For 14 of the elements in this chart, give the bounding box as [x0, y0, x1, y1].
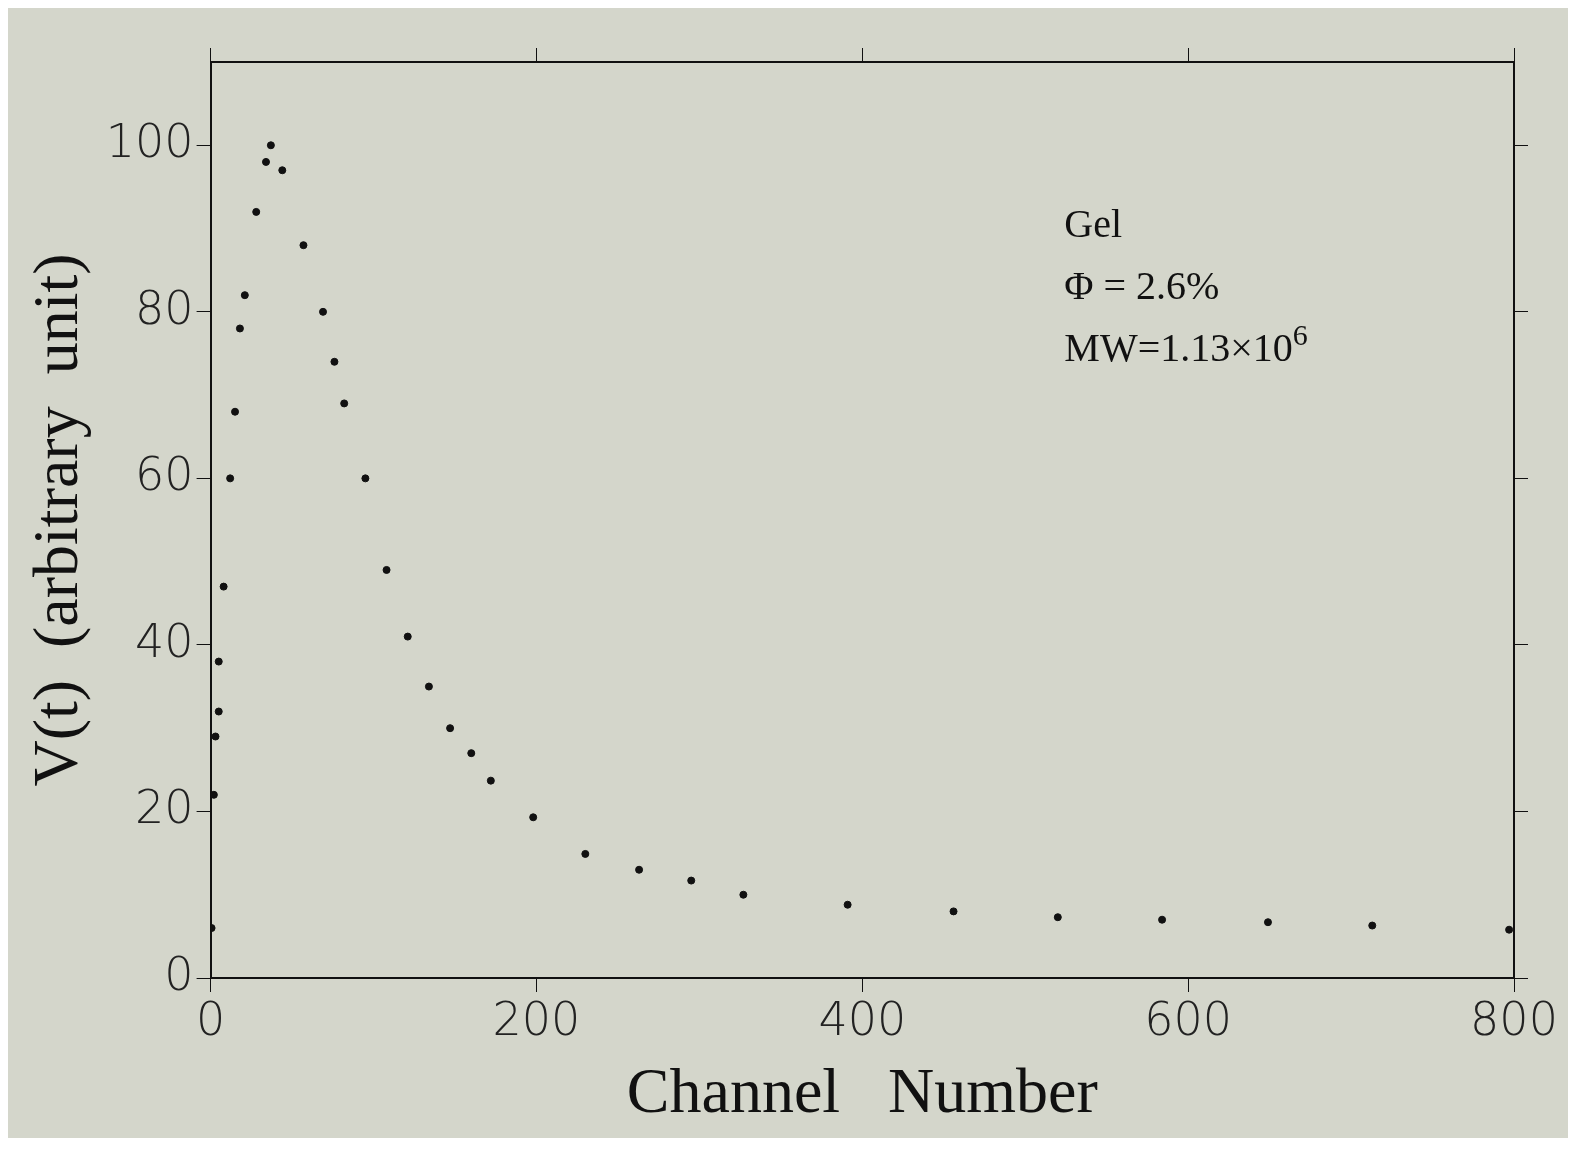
y-tick-label: 100 [105, 114, 194, 169]
x-tick-label: 600 [1144, 991, 1233, 1046]
x-tick-label: 800 [1470, 991, 1558, 1046]
x-tick-label: 400 [818, 991, 907, 1046]
annotation: Φ = 2.6% [1064, 263, 1220, 308]
y-axis-title: V(t) (arbitrary unit) [20, 253, 92, 787]
annotation: Gel [1064, 201, 1123, 246]
x-tick-label: 200 [492, 991, 581, 1046]
y-tick-label: 60 [135, 447, 194, 502]
y-tick-label: 0 [164, 946, 194, 1001]
y-tick-label: 40 [135, 613, 194, 668]
y-tick-label: 20 [135, 780, 194, 835]
y-tick-label: 80 [135, 280, 194, 335]
x-axis-title: Channel Number [626, 1055, 1098, 1127]
